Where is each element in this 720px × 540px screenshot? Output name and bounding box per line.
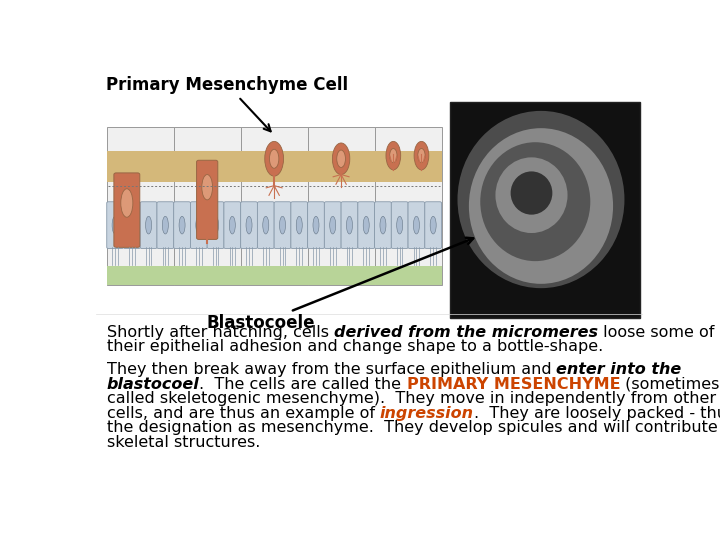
Ellipse shape <box>430 217 436 234</box>
Bar <box>240 127 307 285</box>
Bar <box>374 151 441 183</box>
Ellipse shape <box>390 148 397 163</box>
Bar <box>374 127 441 285</box>
FancyBboxPatch shape <box>157 202 174 248</box>
Text: cells, and are thus an example of: cells, and are thus an example of <box>107 406 380 421</box>
Text: .  The cells are called the: . The cells are called the <box>199 377 407 392</box>
FancyBboxPatch shape <box>341 202 358 248</box>
Text: called skeletogenic mesenchyme).  They move in independently from other: called skeletogenic mesenchyme). They mo… <box>107 391 716 406</box>
Text: enter into the: enter into the <box>557 362 682 377</box>
Ellipse shape <box>469 128 613 284</box>
Text: derived from the micromeres: derived from the micromeres <box>334 325 598 340</box>
Text: Shortly after hatching, cells: Shortly after hatching, cells <box>107 325 334 340</box>
Bar <box>307 127 374 285</box>
Ellipse shape <box>265 141 284 176</box>
Text: loose some of: loose some of <box>598 325 714 340</box>
Ellipse shape <box>212 217 219 234</box>
FancyBboxPatch shape <box>274 202 291 248</box>
Ellipse shape <box>296 217 302 234</box>
Text: blastocoel: blastocoel <box>107 377 199 392</box>
Ellipse shape <box>112 217 118 234</box>
FancyBboxPatch shape <box>124 202 140 248</box>
FancyBboxPatch shape <box>358 202 374 248</box>
Ellipse shape <box>196 217 202 234</box>
Bar <box>307 151 374 183</box>
FancyBboxPatch shape <box>174 202 190 248</box>
Text: They then break away from the surface epithelium and: They then break away from the surface ep… <box>107 362 557 377</box>
Ellipse shape <box>418 148 425 163</box>
Ellipse shape <box>510 171 552 215</box>
Bar <box>240 151 307 183</box>
FancyBboxPatch shape <box>291 202 307 248</box>
Bar <box>174 127 240 285</box>
Ellipse shape <box>397 217 402 234</box>
FancyBboxPatch shape <box>307 202 324 248</box>
Text: the designation as mesenchyme.  They develop spicules and will contribute to: the designation as mesenchyme. They deve… <box>107 420 720 435</box>
FancyBboxPatch shape <box>207 202 224 248</box>
FancyBboxPatch shape <box>114 173 140 247</box>
Ellipse shape <box>480 142 590 261</box>
Bar <box>174 266 240 285</box>
Ellipse shape <box>333 143 350 174</box>
Bar <box>450 102 639 319</box>
Ellipse shape <box>162 217 168 234</box>
Ellipse shape <box>413 217 420 234</box>
FancyBboxPatch shape <box>392 202 408 248</box>
Ellipse shape <box>380 217 386 234</box>
FancyBboxPatch shape <box>374 202 392 248</box>
Text: skeletal structures.: skeletal structures. <box>107 435 260 450</box>
Text: their epithelial adhesion and change shape to a bottle-shape.: their epithelial adhesion and change sha… <box>107 339 603 354</box>
Ellipse shape <box>330 217 336 234</box>
Ellipse shape <box>313 217 319 234</box>
Bar <box>107 127 174 285</box>
Ellipse shape <box>337 150 346 167</box>
Bar <box>107 266 174 285</box>
Ellipse shape <box>269 149 279 168</box>
Text: Primary Mesenchyme Cell: Primary Mesenchyme Cell <box>107 76 348 131</box>
FancyBboxPatch shape <box>425 202 441 248</box>
Ellipse shape <box>179 217 185 234</box>
FancyBboxPatch shape <box>190 202 207 248</box>
Ellipse shape <box>129 217 135 234</box>
Bar <box>307 266 374 285</box>
Bar <box>374 266 441 285</box>
Bar <box>174 151 240 183</box>
Bar <box>240 266 307 285</box>
Bar <box>107 151 174 183</box>
Ellipse shape <box>346 217 353 234</box>
Ellipse shape <box>386 141 401 170</box>
Text: (sometimes: (sometimes <box>620 377 719 392</box>
FancyBboxPatch shape <box>140 202 157 248</box>
Text: ingression: ingression <box>380 406 474 421</box>
Ellipse shape <box>121 189 133 217</box>
Ellipse shape <box>145 217 152 234</box>
Ellipse shape <box>229 217 235 234</box>
FancyBboxPatch shape <box>197 160 217 239</box>
Text: PRIMARY MESENCHYME: PRIMARY MESENCHYME <box>407 377 620 392</box>
FancyBboxPatch shape <box>224 202 240 248</box>
FancyBboxPatch shape <box>258 202 274 248</box>
Ellipse shape <box>363 217 369 234</box>
Ellipse shape <box>414 141 429 170</box>
FancyBboxPatch shape <box>324 202 341 248</box>
Ellipse shape <box>246 217 252 234</box>
Ellipse shape <box>263 217 269 234</box>
Text: .  They are loosely packed - thus: . They are loosely packed - thus <box>474 406 720 421</box>
FancyBboxPatch shape <box>408 202 425 248</box>
Text: Blastocoele: Blastocoele <box>207 238 473 332</box>
Ellipse shape <box>202 174 212 200</box>
FancyBboxPatch shape <box>107 202 124 248</box>
Ellipse shape <box>457 111 624 288</box>
FancyBboxPatch shape <box>240 202 258 248</box>
Ellipse shape <box>495 157 567 233</box>
Ellipse shape <box>279 217 286 234</box>
